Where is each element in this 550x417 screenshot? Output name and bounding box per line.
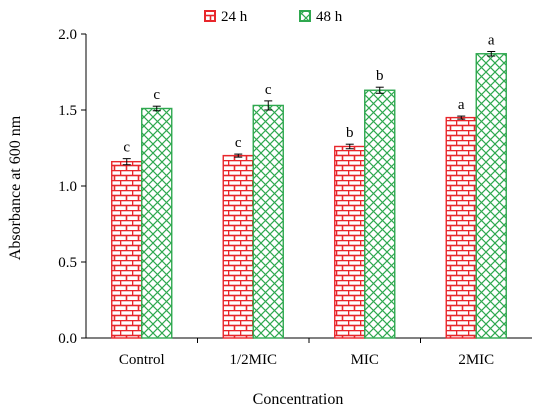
bar-24h-Control (111, 160, 143, 339)
legend-swatch (204, 10, 216, 22)
y-tick-label: 1.5 (58, 103, 77, 119)
significance-label: c (153, 87, 160, 103)
bar-24h-MIC (334, 145, 366, 339)
y-axis-title: Absorbance at 600 nm (7, 115, 24, 260)
significance-label: a (488, 32, 495, 48)
bar-24h-1-2MIC (222, 154, 254, 339)
bar-48h-Control (141, 107, 173, 339)
bar-48h-1-2MIC (252, 104, 284, 339)
legend-swatch (299, 10, 311, 22)
y-tick-label: 0.5 (58, 255, 77, 271)
legend-label: 48 h (316, 9, 343, 25)
y-tick-label: 0.0 (58, 331, 77, 347)
bar-24h-2MIC (445, 116, 477, 339)
significance-label: b (346, 125, 354, 141)
y-tick-label: 2.0 (58, 27, 77, 43)
x-tick-label: Control (119, 352, 165, 368)
significance-label: c (123, 140, 130, 156)
x-tick-label: 1/2MIC (229, 352, 277, 368)
significance-label: b (376, 68, 384, 84)
significance-label: a (458, 97, 465, 113)
y-tick-label: 1.0 (58, 179, 77, 195)
x-axis-title: Concentration (253, 391, 344, 408)
bar-48h-2MIC (475, 53, 507, 339)
x-tick-label: 2MIC (458, 352, 494, 368)
bar-48h-MIC (364, 89, 396, 339)
x-tick-label: MIC (351, 352, 379, 368)
significance-label: c (265, 82, 272, 98)
legend-label: 24 h (221, 9, 248, 25)
significance-label: c (235, 135, 242, 151)
